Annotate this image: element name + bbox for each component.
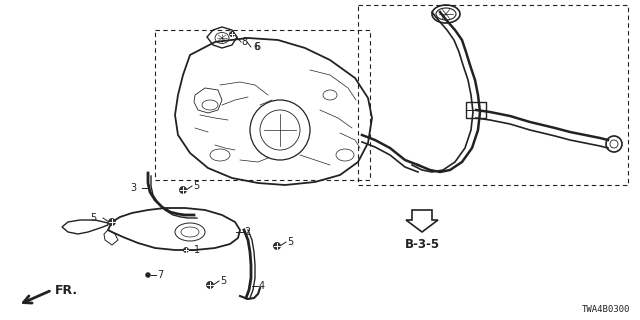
Text: TWA4B0300: TWA4B0300 <box>582 305 630 314</box>
Text: B-3-5: B-3-5 <box>404 238 440 251</box>
Text: 7: 7 <box>157 270 163 280</box>
Circle shape <box>273 243 280 250</box>
Circle shape <box>145 273 150 277</box>
Bar <box>155 30 370 180</box>
Text: 6: 6 <box>254 42 260 52</box>
Text: 4: 4 <box>259 281 265 291</box>
Circle shape <box>207 282 214 289</box>
Bar <box>466 102 486 118</box>
Text: 2: 2 <box>244 227 250 237</box>
Text: 5: 5 <box>220 276 227 286</box>
Text: FR.: FR. <box>55 284 78 297</box>
Text: 1: 1 <box>194 245 200 255</box>
Circle shape <box>179 187 186 194</box>
Text: 6: 6 <box>253 42 259 52</box>
Text: 8: 8 <box>241 37 247 47</box>
Text: 5: 5 <box>193 181 199 191</box>
Text: 3: 3 <box>130 183 136 193</box>
Circle shape <box>109 219 115 226</box>
Circle shape <box>230 31 234 36</box>
Text: 5: 5 <box>90 213 96 223</box>
Circle shape <box>184 247 189 252</box>
Bar <box>358 5 628 185</box>
Text: 5: 5 <box>287 237 293 247</box>
